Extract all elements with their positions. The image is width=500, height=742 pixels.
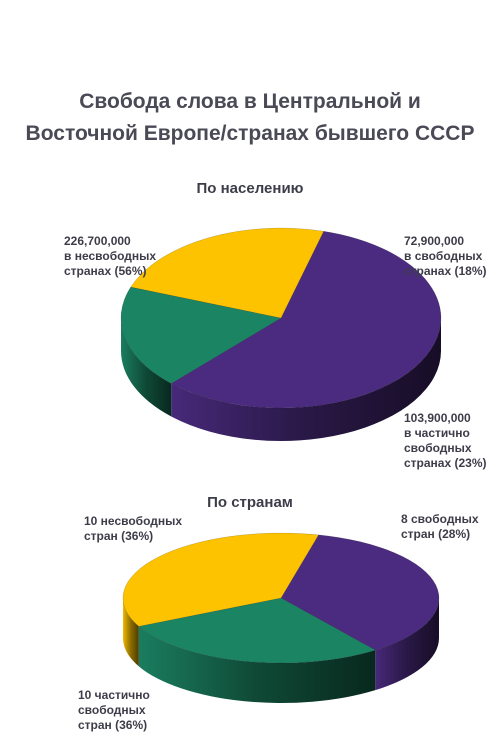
pie1-label-partly-free-line1: 103,900,000 bbox=[404, 411, 471, 425]
pie1-slice-partly-free bbox=[130, 227, 325, 319]
pie1-label-free-line1: 72,900,000 bbox=[404, 234, 465, 248]
pie1-label-partly-free: 103,900,000 в частично свободных странах… bbox=[404, 411, 487, 471]
pie2-slice-free bbox=[138, 597, 376, 664]
pie1-label-free-line2: в свободных bbox=[404, 249, 483, 263]
pie1-label-not-free-line2: в несвободных bbox=[64, 249, 157, 263]
pie1-side-free bbox=[121, 318, 172, 417]
pie2-slice-not-free bbox=[280, 534, 440, 651]
pie1-side-not-free bbox=[171, 318, 441, 441]
chart-title-line2: Восточной Европе/странах бывшего СССР bbox=[25, 122, 475, 145]
pie1-label-free: 72,900,000 в свободных странах (18%) bbox=[404, 234, 487, 279]
pie2-label-partly-free: 10 частично свободных стран (36%) bbox=[78, 688, 150, 733]
pie2-slice-partly-free bbox=[122, 532, 319, 627]
pie1-label-partly-free-line3: свободных bbox=[404, 441, 472, 455]
chart-title: Свобода слова в Центральной и Восточной … bbox=[0, 86, 500, 150]
pie2-side-not-free bbox=[375, 598, 439, 691]
pie2-label-partly-free-line2: свободных bbox=[78, 703, 146, 717]
pie1-subtitle: По населению bbox=[196, 180, 304, 197]
chart-title-line1: Свобода слова в Центральной и bbox=[79, 90, 421, 113]
pie2-label-not-free-line2: стран (36%) bbox=[84, 529, 154, 543]
pie1-label-not-free-line1: 226,700,000 bbox=[64, 234, 131, 248]
pie2-label-free-line1: 8 свободных bbox=[401, 512, 479, 526]
pie1-label-partly-free-line2: в частично bbox=[404, 426, 470, 440]
pie1-label-not-free: 226,700,000 в несвободных странах (56%) bbox=[64, 234, 156, 279]
pie2-side-free bbox=[138, 626, 376, 703]
pie2-side-partly-free bbox=[123, 598, 139, 667]
pie1-slice-not-free bbox=[170, 230, 442, 409]
pie2-label-partly-free-line3: стран (36%) bbox=[78, 718, 148, 732]
pie1-slice-free bbox=[120, 286, 282, 384]
pie1-label-free-line3: странах (18%) bbox=[404, 264, 487, 278]
pie2-label-not-free: 10 несвободных стран (36%) bbox=[84, 514, 182, 544]
pie2-subtitle: По странам bbox=[207, 494, 293, 511]
pie1-label-not-free-line3: странах (56%) bbox=[64, 264, 147, 278]
pie1-label-partly-free-line4: странах (23%) bbox=[404, 456, 487, 470]
pie2-label-partly-free-line1: 10 частично bbox=[78, 688, 150, 702]
pie2-label-free-line2: стран (28%) bbox=[401, 527, 471, 541]
pie2-label-not-free-line1: 10 несвободных bbox=[84, 514, 183, 528]
pie2-label-free: 8 свободных стран (28%) bbox=[401, 512, 479, 542]
